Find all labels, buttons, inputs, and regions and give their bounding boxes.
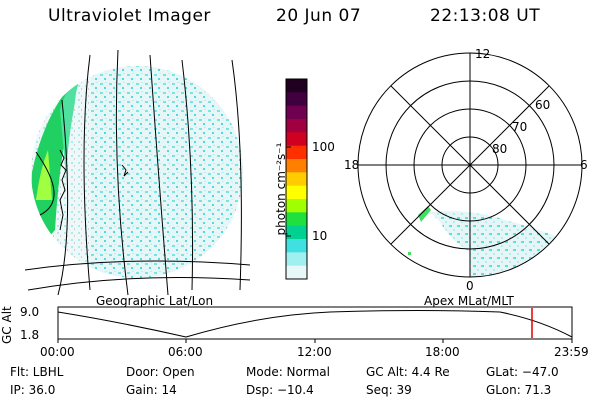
status-mode: Mode: Normal bbox=[246, 365, 330, 379]
polar-hour-18: 18 bbox=[344, 158, 360, 172]
altitude-xtick-0600: 06:00 bbox=[168, 345, 203, 359]
polar-lat-80: 80 bbox=[492, 142, 508, 156]
colorbar-swatch bbox=[286, 79, 307, 93]
polar-lat-70: 70 bbox=[512, 120, 528, 134]
status-glat: GLat: −47.0 bbox=[486, 365, 559, 379]
status-door: Door: Open bbox=[126, 365, 195, 379]
status-ip: IP: 36.0 bbox=[10, 383, 56, 397]
colorbar-swatch bbox=[286, 225, 307, 240]
geo-grid-lines bbox=[24, 49, 251, 296]
colorbar-swatch bbox=[286, 252, 307, 267]
observation-date: 20 Jun 07 bbox=[276, 6, 362, 26]
status-gain: Gain: 14 bbox=[126, 383, 177, 397]
status-seq: Seq: 39 bbox=[366, 383, 412, 397]
instrument-title: Ultraviolet Imager bbox=[48, 6, 211, 26]
colorbar-swatch bbox=[286, 105, 307, 120]
altitude-xtick-1800: 18:00 bbox=[425, 345, 460, 359]
polar-hour-12: 12 bbox=[475, 47, 491, 61]
altitude-ytick-1-8: 1.8 bbox=[20, 328, 40, 342]
polar-lat-60: 60 bbox=[535, 98, 551, 112]
altitude-xtick-2359: 23:59 bbox=[554, 345, 589, 359]
polar-hour-0: 0 bbox=[466, 279, 474, 293]
colorbar-tick-10: 10 bbox=[312, 229, 328, 243]
colorbar-swatch bbox=[286, 119, 307, 133]
polar-panel-label: Apex MLat/MLT bbox=[424, 294, 514, 308]
colorbar-swatch bbox=[286, 239, 307, 253]
geographic-panel-label: Geographic Lat/Lon bbox=[96, 294, 214, 308]
observation-time: 22:13:08 UT bbox=[430, 6, 541, 26]
altitude-xtick-1200: 12:00 bbox=[297, 345, 332, 359]
altitude-xtick-0000: 00:00 bbox=[40, 345, 75, 359]
altitude-ytick-9: 9.0 bbox=[20, 305, 40, 319]
colorbar-swatch bbox=[286, 212, 307, 227]
colorbar-swatch bbox=[286, 159, 307, 173]
colorbar-swatch bbox=[286, 199, 307, 213]
colorbar-swatch bbox=[286, 145, 307, 160]
colorbar-swatch bbox=[286, 172, 307, 187]
altitude-ylabel: GC Alt bbox=[0, 306, 14, 344]
status-dsp: Dsp: −10.4 bbox=[246, 383, 314, 397]
colorbar-tick-100: 100 bbox=[312, 140, 335, 154]
colorbar-swatch bbox=[286, 185, 307, 200]
status-gc-alt: GC Alt: 4.4 Re bbox=[366, 365, 450, 379]
colorbar-swatch bbox=[286, 132, 307, 147]
coastline bbox=[59, 149, 129, 231]
status-flt: Flt: LBHL bbox=[10, 365, 64, 379]
status-glon: GLon: 71.3 bbox=[486, 383, 552, 397]
colorbar-swatch bbox=[286, 265, 307, 280]
polar-hour-6: 6 bbox=[580, 158, 588, 172]
colorbar-swatch bbox=[286, 92, 307, 107]
